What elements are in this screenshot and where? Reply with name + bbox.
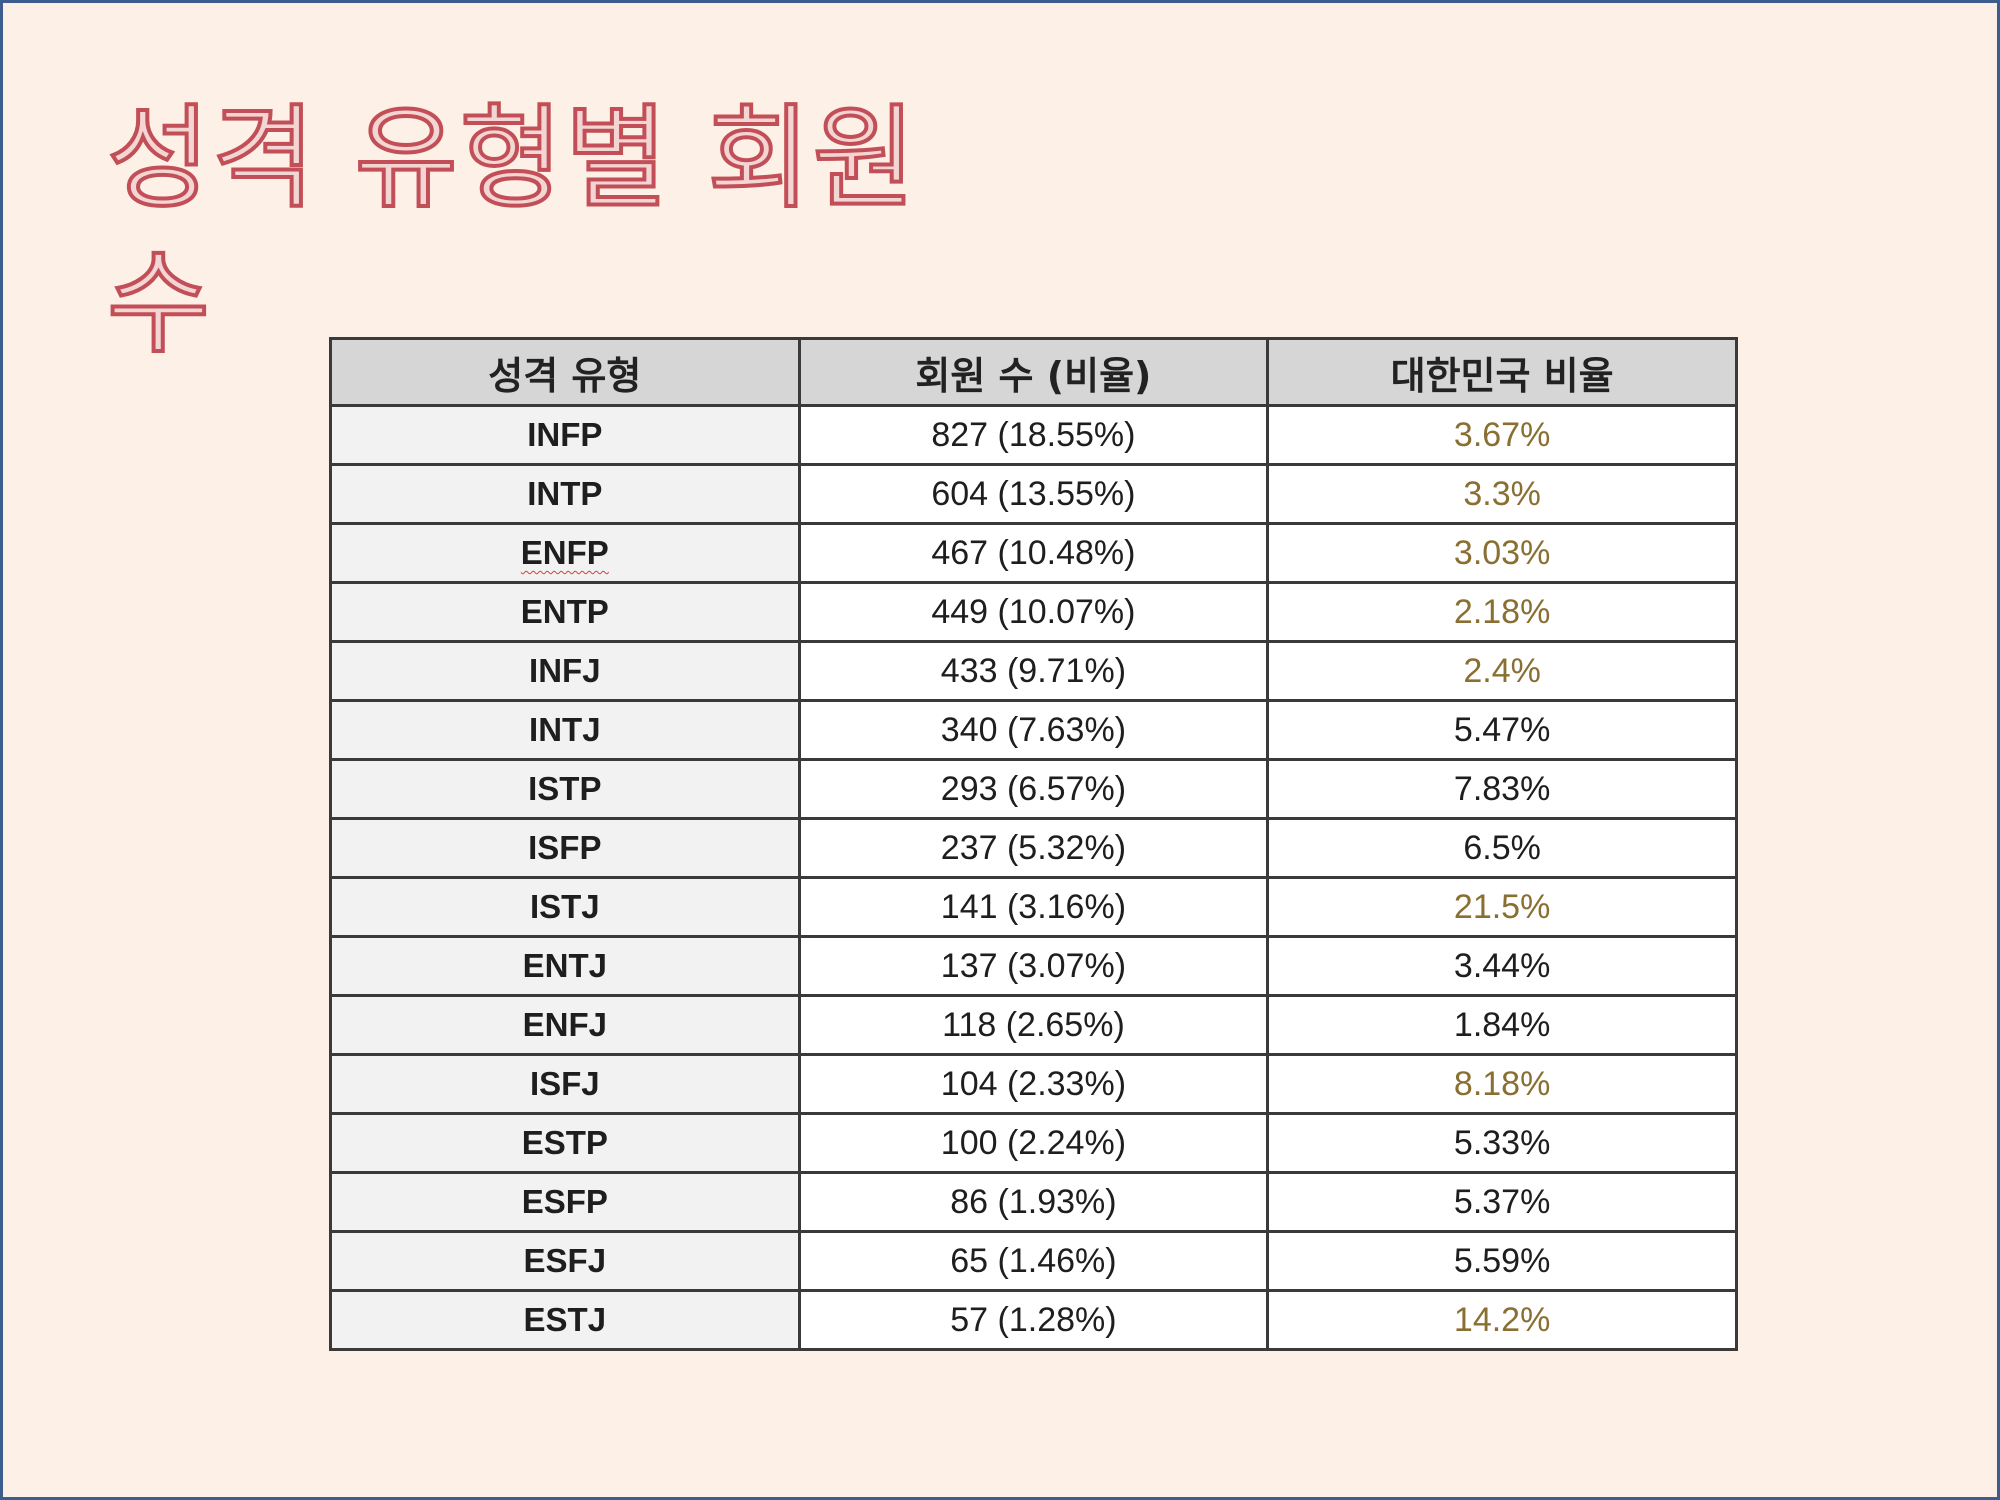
table-row: INFJ 433 (9.71%) 2.4% (329, 640, 1738, 702)
cell-member-count: 104 (2.33%) (797, 1053, 1270, 1115)
table-row: INFP 827 (18.55%) 3.67% (329, 404, 1738, 466)
cell-korea-ratio: 3.03% (1266, 522, 1738, 584)
cell-personality-type: ENFJ (329, 994, 801, 1056)
cell-korea-ratio: 2.18% (1266, 581, 1738, 643)
cell-personality-type: ISFP (329, 817, 801, 879)
cell-korea-ratio: 3.44% (1266, 935, 1738, 997)
cell-korea-ratio: 3.3% (1266, 463, 1738, 525)
cell-personality-type: ISFJ (329, 1053, 801, 1115)
cell-member-count: 827 (18.55%) (797, 404, 1270, 466)
cell-korea-ratio: 5.37% (1266, 1171, 1738, 1233)
header-member-count: 회원 수 (비율) (797, 337, 1270, 407)
personality-type-label: ENTJ (522, 947, 607, 984)
cell-member-count: 449 (10.07%) (797, 581, 1270, 643)
table-row: ESTP 100 (2.24%) 5.33% (329, 1112, 1738, 1174)
cell-korea-ratio: 14.2% (1266, 1289, 1738, 1351)
personality-type-label: INFP (527, 416, 603, 453)
table-row: ENTP 449 (10.07%) 2.18% (329, 581, 1738, 643)
cell-member-count: 293 (6.57%) (797, 758, 1270, 820)
table-row: INTP 604 (13.55%) 3.3% (329, 463, 1738, 525)
personality-type-label: ISFP (528, 829, 602, 866)
cell-member-count: 467 (10.48%) (797, 522, 1270, 584)
cell-korea-ratio: 3.67% (1266, 404, 1738, 466)
cell-personality-type: ISTJ (329, 876, 801, 938)
cell-personality-type: ESTJ (329, 1289, 801, 1351)
cell-korea-ratio: 2.4% (1266, 640, 1738, 702)
cell-personality-type: INFJ (329, 640, 801, 702)
cell-member-count: 65 (1.46%) (797, 1230, 1270, 1292)
cell-personality-type: ESFP (329, 1171, 801, 1233)
personality-type-label: ESTP (521, 1124, 608, 1161)
cell-member-count: 237 (5.32%) (797, 817, 1270, 879)
cell-korea-ratio: 6.5% (1266, 817, 1738, 879)
cell-member-count: 604 (13.55%) (797, 463, 1270, 525)
cell-personality-type: INFP (329, 404, 801, 466)
table-row: ESFJ 65 (1.46%) 5.59% (329, 1230, 1738, 1292)
cell-personality-type: ENFP (329, 522, 801, 584)
personality-type-label: ESTJ (523, 1301, 607, 1338)
cell-personality-type: INTJ (329, 699, 801, 761)
cell-korea-ratio: 7.83% (1266, 758, 1738, 820)
cell-personality-type: ESFJ (329, 1230, 801, 1292)
table-row: ESTJ 57 (1.28%) 14.2% (329, 1289, 1738, 1351)
cell-korea-ratio: 5.47% (1266, 699, 1738, 761)
personality-type-label: ISTP (528, 770, 602, 807)
slide-title: 성격 유형별 회원 수 (105, 92, 918, 371)
header-korea-ratio: 대한민국 비율 (1266, 337, 1738, 407)
cell-member-count: 100 (2.24%) (797, 1112, 1270, 1174)
cell-personality-type: ENTP (329, 581, 801, 643)
personality-type-label: ISTJ (529, 888, 600, 925)
mbti-member-table: 성격 유형 회원 수 (비율) 대한민국 비율 INFP 827 (18.55%)… (329, 337, 1738, 1351)
personality-type-label: INTP (527, 475, 603, 512)
cell-personality-type: INTP (329, 463, 801, 525)
personality-type-label: ENFP (520, 534, 609, 571)
cell-member-count: 118 (2.65%) (797, 994, 1270, 1056)
table-row: ENFP 467 (10.48%) 3.03% (329, 522, 1738, 584)
cell-member-count: 433 (9.71%) (797, 640, 1270, 702)
table-row: ENFJ 118 (2.65%) 1.84% (329, 994, 1738, 1056)
personality-type-label: INFJ (529, 652, 601, 689)
cell-korea-ratio: 8.18% (1266, 1053, 1738, 1115)
mbti-table-container: 성격 유형 회원 수 (비율) 대한민국 비율 INFP 827 (18.55%)… (329, 337, 1738, 1351)
personality-type-label: ESFJ (523, 1242, 607, 1279)
table-row: ESFP 86 (1.93%) 5.37% (329, 1171, 1738, 1233)
table-row: INTJ 340 (7.63%) 5.47% (329, 699, 1738, 761)
cell-member-count: 340 (7.63%) (797, 699, 1270, 761)
personality-type-label: ISFJ (529, 1065, 600, 1102)
cell-korea-ratio: 5.33% (1266, 1112, 1738, 1174)
cell-personality-type: ISTP (329, 758, 801, 820)
cell-personality-type: ENTJ (329, 935, 801, 997)
cell-member-count: 57 (1.28%) (797, 1289, 1270, 1351)
table-row: ISFP 237 (5.32%) 6.5% (329, 817, 1738, 879)
cell-korea-ratio: 1.84% (1266, 994, 1738, 1056)
cell-korea-ratio: 5.59% (1266, 1230, 1738, 1292)
table-row: ISTP 293 (6.57%) 7.83% (329, 758, 1738, 820)
table-header-row: 성격 유형 회원 수 (비율) 대한민국 비율 (329, 337, 1738, 407)
cell-personality-type: ESTP (329, 1112, 801, 1174)
cell-member-count: 86 (1.93%) (797, 1171, 1270, 1233)
table-body: INFP 827 (18.55%) 3.67% INTP 604 (13.55%) 3.3… (329, 404, 1738, 1351)
personality-type-label: ESFP (521, 1183, 608, 1220)
personality-type-label: ENTP (520, 593, 609, 630)
personality-type-label: ENFJ (522, 1006, 607, 1043)
cell-member-count: 141 (3.16%) (797, 876, 1270, 938)
personality-type-label: INTJ (529, 711, 601, 748)
table-row: ENTJ 137 (3.07%) 3.44% (329, 935, 1738, 997)
cell-korea-ratio: 21.5% (1266, 876, 1738, 938)
table-row: ISTJ 141 (3.16%) 21.5% (329, 876, 1738, 938)
header-personality-type: 성격 유형 (329, 337, 801, 407)
table-row: ISFJ 104 (2.33%) 8.18% (329, 1053, 1738, 1115)
cell-member-count: 137 (3.07%) (797, 935, 1270, 997)
